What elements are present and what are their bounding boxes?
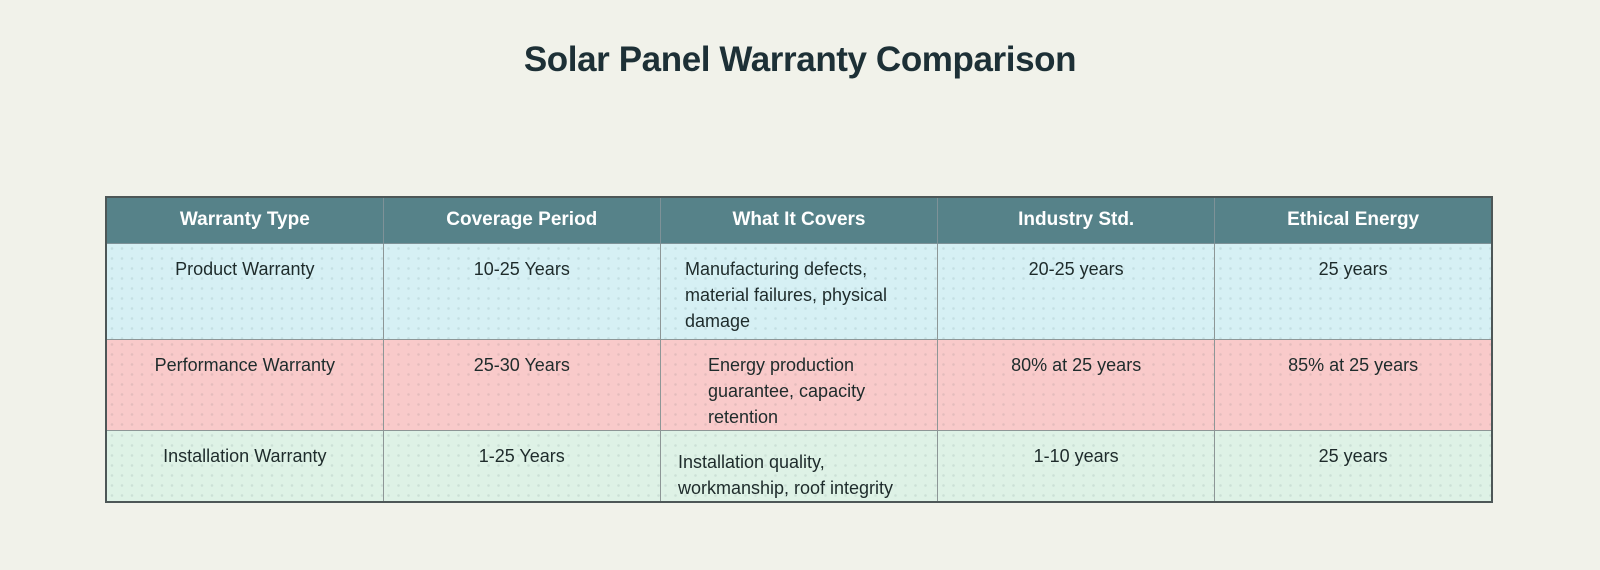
table-row-product-warranty: Product Warranty 10-25 Years Manufacturi… — [105, 242, 1493, 340]
cell-text: Energy production guarantee, capacity re… — [707, 354, 866, 427]
cell-product-coverage-period: 10-25 Years — [382, 242, 661, 340]
cell-product-industry-std: 20-25 years — [937, 242, 1216, 340]
cell-performance-what-it-covers: Energy production guarantee, capacity re… — [659, 338, 939, 431]
column-header-warranty-type: Warranty Type — [105, 196, 384, 244]
cell-installation-warranty-type: Installation Warranty — [105, 429, 384, 502]
table-row-installation-warranty: Installation Warranty 1-25 Years Install… — [105, 429, 1493, 502]
column-header-coverage-period: Coverage Period — [382, 196, 661, 244]
cell-installation-industry-std: 1-10 years — [937, 429, 1216, 502]
warranty-comparison-table: Warranty Type Coverage Period What It Co… — [105, 196, 1493, 503]
cell-installation-coverage-period: 1-25 Years — [382, 429, 661, 502]
cell-product-ethical-energy: 25 years — [1214, 242, 1493, 340]
page-title: Solar Panel Warranty Comparison — [523, 40, 1077, 79]
cell-performance-warranty-type: Performance Warranty — [105, 338, 384, 431]
cell-product-warranty-type: Product Warranty — [105, 242, 384, 340]
cell-installation-ethical-energy: 25 years — [1214, 429, 1493, 502]
cell-performance-ethical-energy: 85% at 25 years — [1214, 338, 1493, 431]
column-header-what-it-covers: What It Covers — [659, 196, 939, 244]
cell-performance-coverage-period: 25-30 Years — [382, 338, 661, 431]
cell-text: Manufacturing defects, material failures… — [684, 258, 888, 331]
cell-text: Installation quality, workmanship, roof … — [677, 451, 894, 498]
cell-performance-industry-std: 80% at 25 years — [937, 338, 1216, 431]
table-row-performance-warranty: Performance Warranty 25-30 Years Energy … — [105, 338, 1493, 431]
cell-product-what-it-covers: Manufacturing defects, material failures… — [659, 242, 939, 340]
table-header-row: Warranty Type Coverage Period What It Co… — [105, 196, 1493, 244]
column-header-ethical-energy: Ethical Energy — [1214, 196, 1493, 244]
cell-installation-what-it-covers: Installation quality, workmanship, roof … — [659, 429, 939, 502]
column-header-industry-std: Industry Std. — [937, 196, 1216, 244]
